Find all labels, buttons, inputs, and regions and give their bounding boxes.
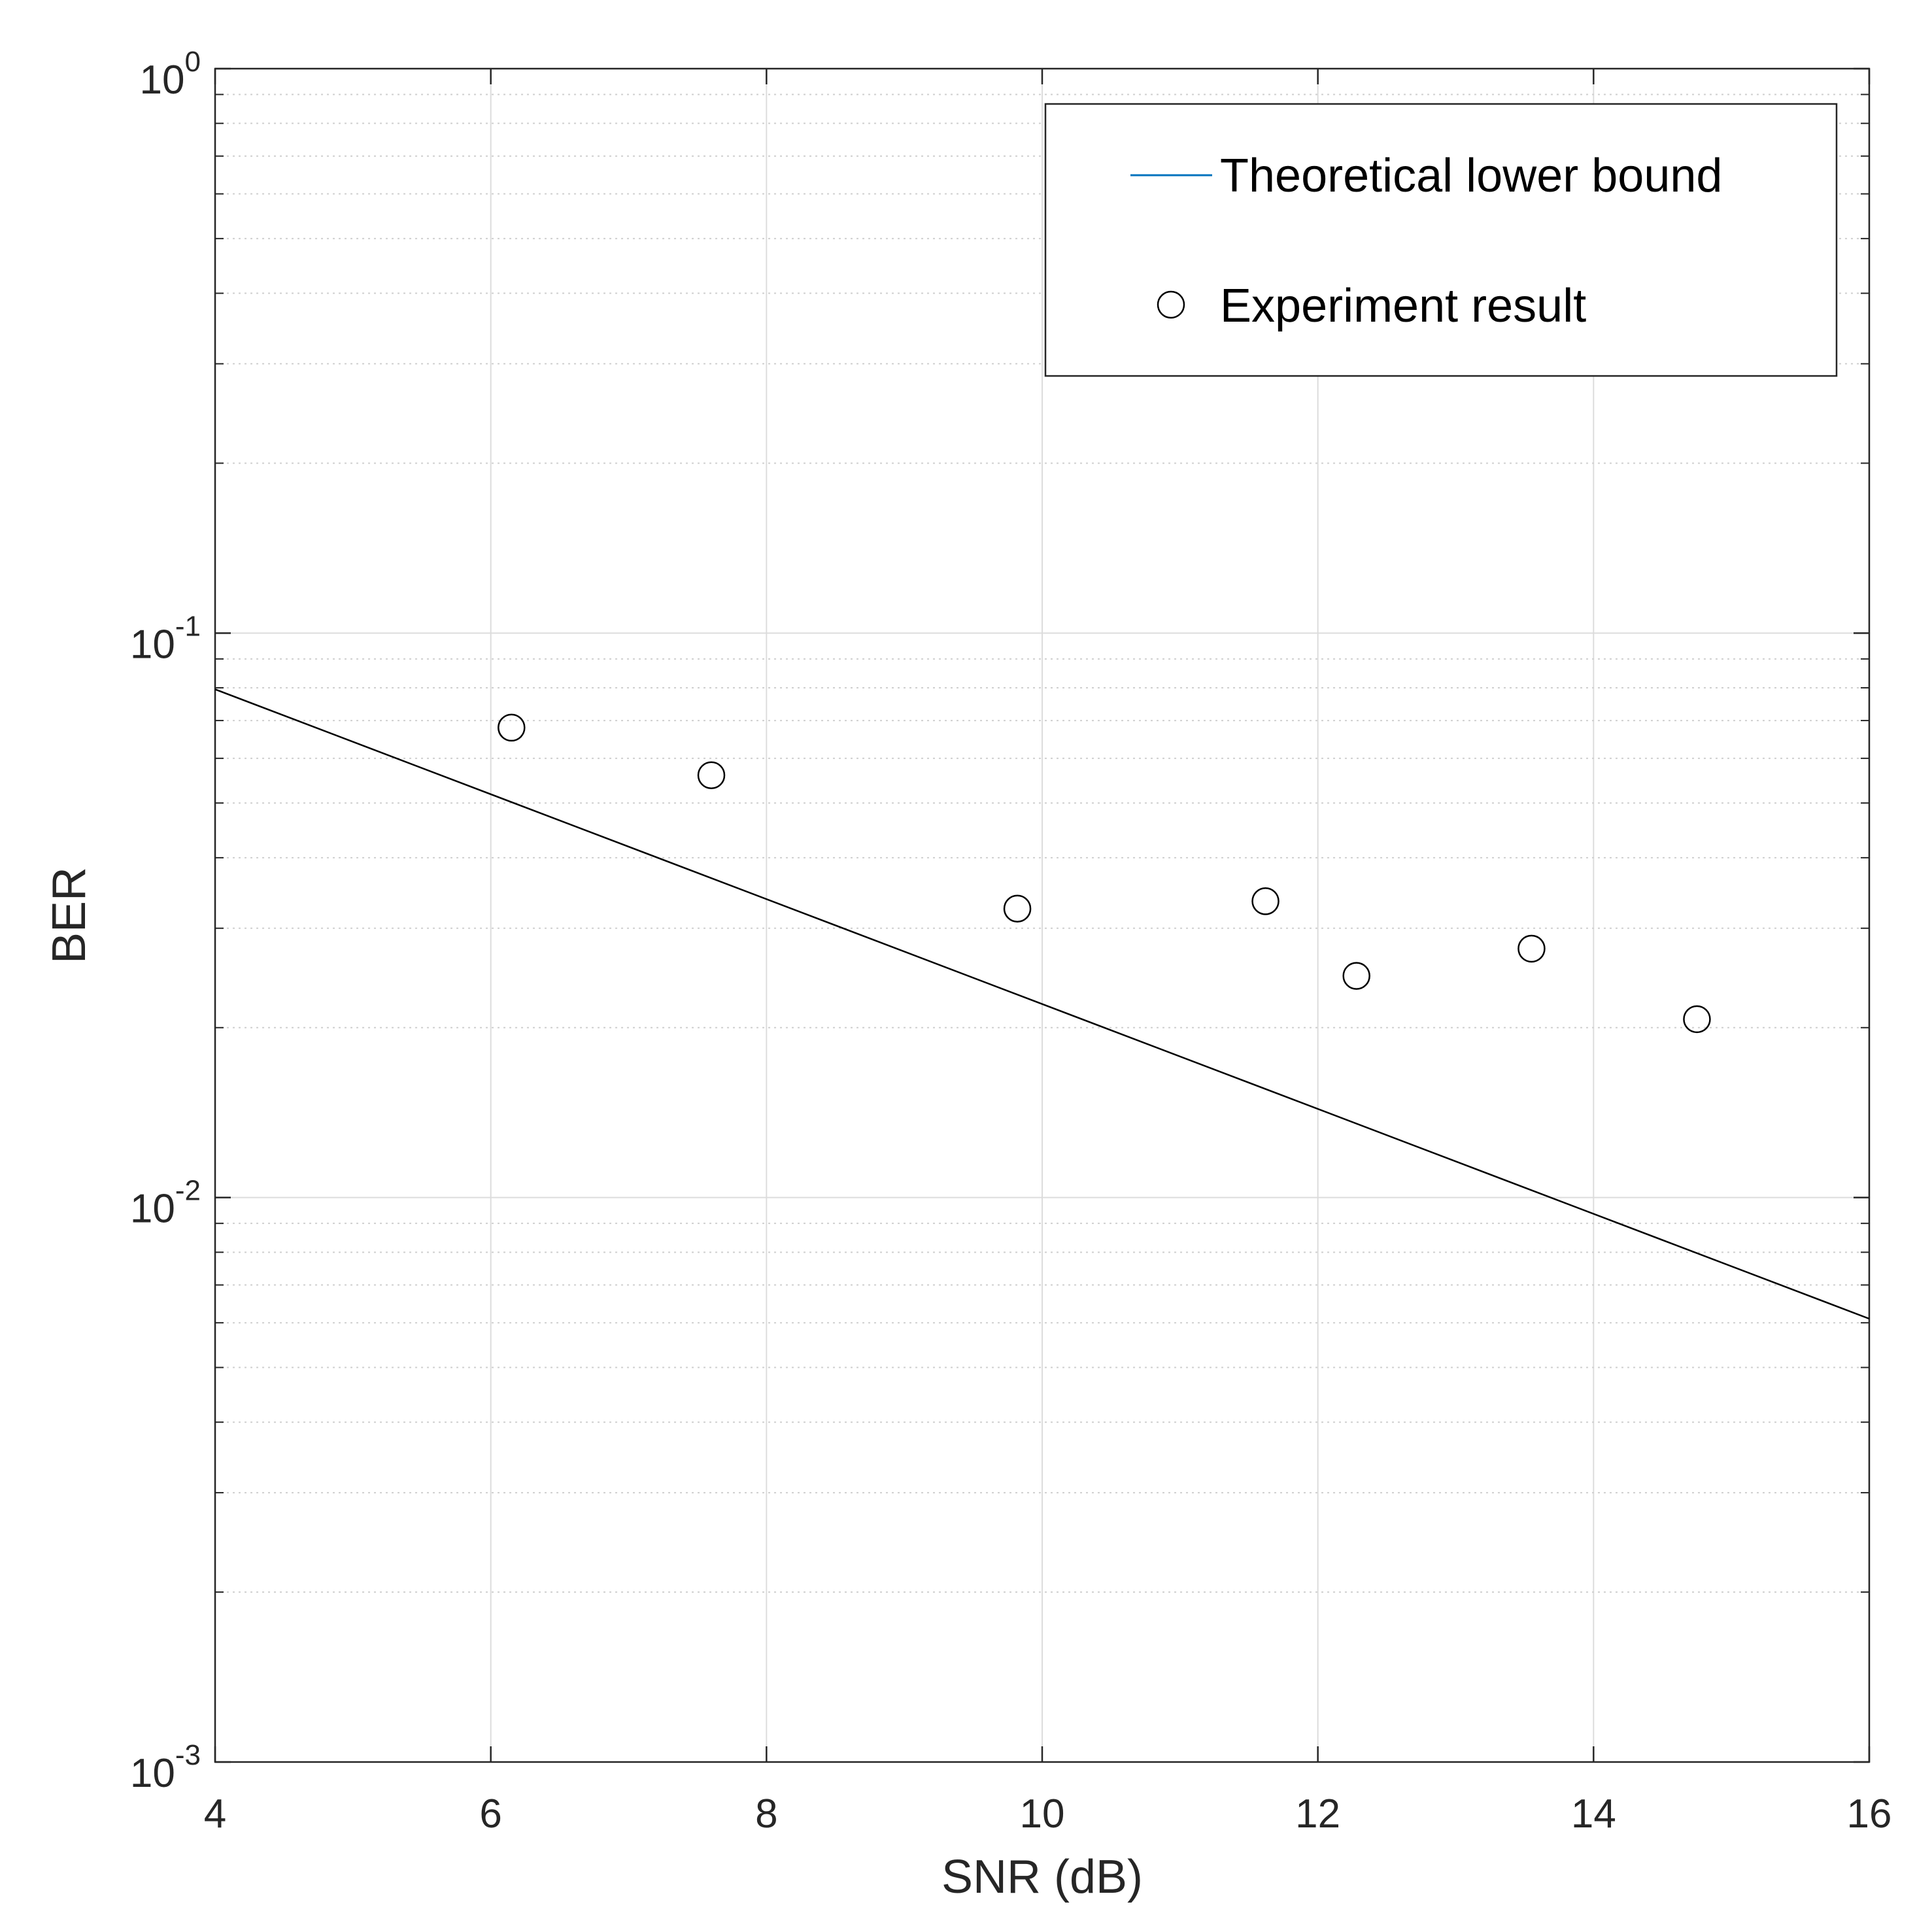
experiment-result-point [1003, 894, 1032, 923]
experiment-result-point [1251, 887, 1280, 915]
legend-entry-experiment-result: Experiment result [1220, 280, 1586, 332]
legend-marker-swatch [1157, 290, 1185, 319]
y-axis-label: BER [43, 867, 95, 964]
y-tick-label: 10-3 [130, 1739, 201, 1796]
x-tick-label: 16 [1847, 1791, 1892, 1837]
y-tick-label: 10-1 [130, 610, 201, 667]
legend-box [1044, 103, 1838, 377]
tick-labels: 4 6 8 10 12 14 16 100 10-1 10-2 10-3 [130, 46, 1892, 1837]
x-axis-label: SNR (dB) [941, 1851, 1143, 1903]
axis-ticks [214, 67, 1871, 1763]
experiment-result-point [697, 761, 726, 789]
x-tick-label: 10 [1020, 1791, 1065, 1837]
data-series [214, 688, 1870, 1320]
experiment-result-point [1342, 962, 1370, 990]
y-tick-label: 10-2 [130, 1175, 201, 1232]
x-tick-label: 6 [479, 1791, 501, 1837]
x-tick-label: 12 [1295, 1791, 1340, 1837]
experiment-result-point [1517, 934, 1546, 963]
legend-entry-theoretical-lower-bound: Theoretical lower bound [1220, 150, 1722, 202]
theoretical-lower-bound-line [214, 688, 1870, 1320]
y-tick-label: 100 [140, 46, 201, 103]
x-tick-label: 14 [1571, 1791, 1616, 1837]
x-tick-label: 8 [755, 1791, 777, 1837]
experiment-result-point [498, 713, 526, 742]
experiment-result-point [1683, 1005, 1711, 1034]
legend: Theoretical lower bound Experiment resul… [1044, 103, 1838, 377]
x-tick-label: 4 [204, 1791, 226, 1837]
